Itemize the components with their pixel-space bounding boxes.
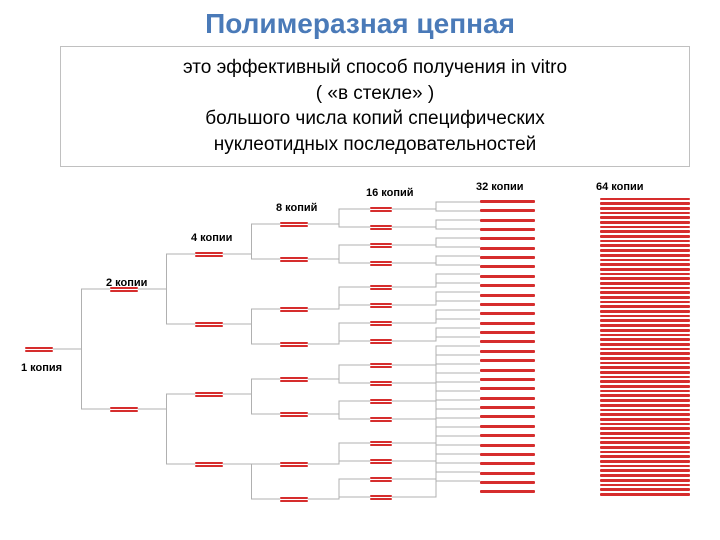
dna-strand [280, 342, 308, 347]
dna-strand [195, 392, 223, 397]
dna-strand [370, 417, 392, 422]
title-container: Полимеразная цепная [0, 0, 720, 44]
dna-strand [110, 407, 138, 412]
dna-strand [370, 243, 392, 248]
dense-column [480, 197, 535, 497]
dna-strand [370, 495, 392, 500]
dna-strand [25, 347, 53, 352]
dna-strand [280, 307, 308, 312]
dna-strand [370, 285, 392, 290]
dna-strand [280, 462, 308, 467]
dna-strand [370, 303, 392, 308]
pcr-tree-diagram: 1 копия2 копии4 копии8 копий16 копий32 к… [10, 177, 710, 507]
dna-strand [280, 222, 308, 227]
dna-strand [370, 459, 392, 464]
dna-strand [280, 412, 308, 417]
stage-label: 1 копия [21, 362, 62, 374]
dna-strand [370, 477, 392, 482]
dna-strand [370, 441, 392, 446]
dna-strand [110, 287, 138, 292]
desc-line: это эффективный способ получения in vitr… [73, 55, 677, 81]
dna-strand [370, 363, 392, 368]
dna-strand [195, 252, 223, 257]
dna-strand [370, 339, 392, 344]
dna-strand [195, 322, 223, 327]
dna-strand [370, 381, 392, 386]
stage-label: 64 копии [596, 181, 644, 193]
stage-label: 32 копии [476, 181, 524, 193]
stage-label: 4 копии [191, 232, 232, 244]
dna-strand [280, 377, 308, 382]
dna-strand [370, 225, 392, 230]
dna-strand [370, 207, 392, 212]
stage-label: 16 копий [366, 187, 414, 199]
description-box: это эффективный способ получения in vitr… [60, 46, 690, 167]
dna-strand [195, 462, 223, 467]
dense-column [600, 197, 690, 497]
page-title: Полимеразная цепная [205, 8, 515, 39]
dna-strand [280, 257, 308, 262]
stage-label: 8 копий [276, 202, 317, 214]
dna-strand [370, 261, 392, 266]
desc-line: ( «в стекле» ) [73, 81, 677, 107]
desc-line: нуклеотидных последовательностей [73, 132, 677, 158]
desc-line: большого числа копий специфических [73, 106, 677, 132]
dna-strand [370, 321, 392, 326]
dna-strand [370, 399, 392, 404]
dna-strand [280, 497, 308, 502]
